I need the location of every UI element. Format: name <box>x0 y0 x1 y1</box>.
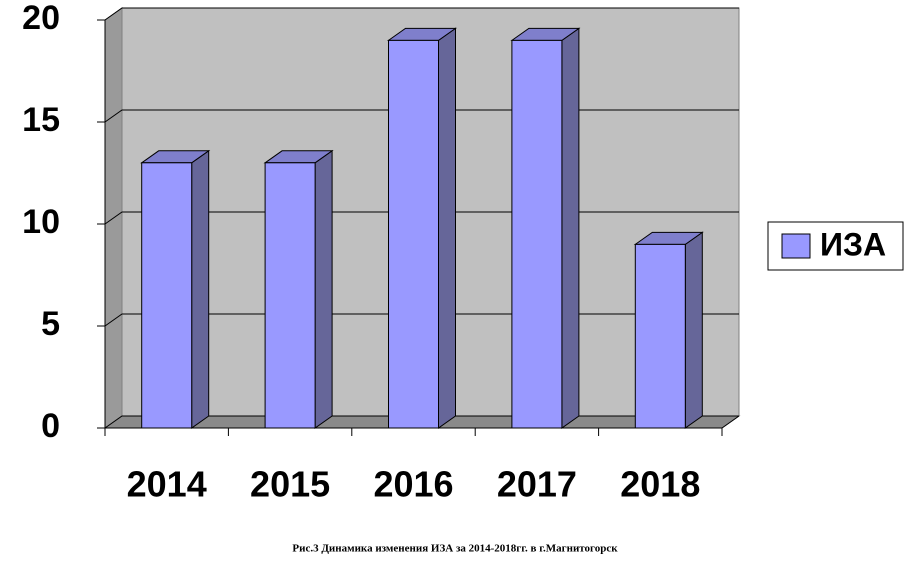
bar-front <box>141 162 193 429</box>
bar-front <box>634 243 686 429</box>
y-tick-label: 0 <box>41 407 60 445</box>
y-tick-label: 10 <box>22 203 60 241</box>
legend: ИЗА <box>767 221 904 271</box>
bar <box>510 27 581 429</box>
bar <box>633 231 704 429</box>
x-tick-label: 2017 <box>497 464 577 505</box>
bar-front <box>264 162 316 429</box>
bar-front <box>511 39 563 429</box>
x-tick-label: 2015 <box>250 464 330 505</box>
bar-front <box>388 39 439 429</box>
y-tick-label: 5 <box>41 305 60 343</box>
bar-side <box>561 27 580 429</box>
x-axis-depth <box>721 415 740 429</box>
bar-side <box>314 149 333 429</box>
grid-line <box>104 7 739 21</box>
bar-side <box>684 231 703 429</box>
caption: Рис.3 Динамика изменения ИЗА за 2014-201… <box>292 543 618 555</box>
bar-side <box>438 27 456 429</box>
y-tick-label: 20 <box>22 0 60 37</box>
bar <box>386 27 458 429</box>
bar <box>263 149 334 429</box>
bar-side <box>191 149 210 429</box>
x-tick-label: 2014 <box>127 464 207 505</box>
bar <box>140 149 211 429</box>
legend-label: ИЗА <box>820 226 886 262</box>
x-tick-label: 2018 <box>620 464 700 505</box>
legend-swatch <box>781 233 811 259</box>
y-tick-label: 15 <box>22 101 60 139</box>
x-tick-label: 2016 <box>373 464 453 505</box>
